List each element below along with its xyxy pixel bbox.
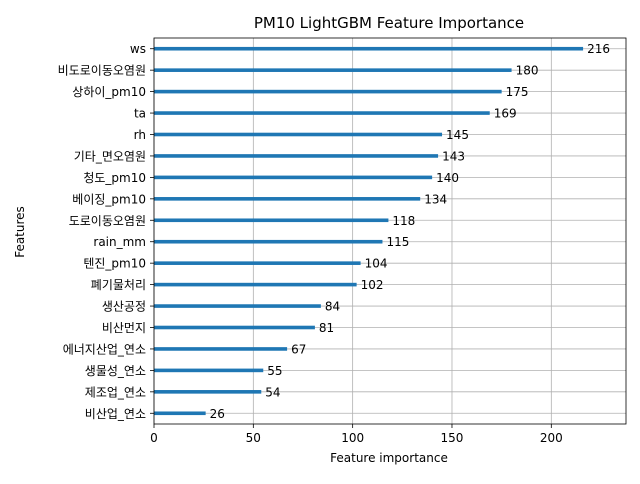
y-tick-label: 에너지산업_연소 — [63, 342, 146, 356]
value-label: 84 — [325, 300, 340, 314]
y-axis-label: Features — [13, 206, 27, 258]
bar — [154, 46, 584, 51]
value-label: 216 — [587, 42, 610, 56]
bar — [154, 304, 321, 308]
y-tick-label: 비산먼지 — [102, 321, 146, 335]
bar — [154, 154, 439, 158]
value-label: 143 — [442, 149, 465, 163]
bar — [154, 197, 421, 201]
x-tick-label: 150 — [441, 431, 464, 445]
y-tick-label: ta — [134, 107, 146, 121]
value-label: 169 — [494, 107, 517, 121]
value-label: 145 — [446, 128, 469, 142]
bar — [154, 89, 502, 94]
y-tick-label: 베이징_pm10 — [72, 192, 146, 206]
y-tick-label: 텐진_pm10 — [83, 257, 146, 271]
bar — [154, 68, 512, 72]
value-label: 55 — [267, 364, 282, 378]
bar — [154, 111, 490, 115]
value-label: 140 — [436, 171, 459, 185]
value-label: 115 — [386, 235, 409, 249]
x-tick-label: 0 — [150, 431, 158, 445]
y-tick-label: 도로이동오염원 — [69, 214, 146, 228]
value-label: 54 — [265, 385, 280, 399]
plot-frame — [153, 37, 627, 425]
bar — [154, 261, 361, 265]
y-tick-label: 비산업_연소 — [85, 407, 146, 421]
bar — [154, 411, 206, 416]
value-label: 104 — [365, 257, 388, 271]
y-tick-label: rain_mm — [93, 235, 146, 249]
y-tick-label: 비도로이동오염원 — [58, 64, 146, 78]
bar — [154, 325, 315, 330]
bar — [154, 347, 288, 351]
value-label: 102 — [361, 278, 384, 292]
value-label: 134 — [424, 192, 447, 206]
value-label: 81 — [319, 321, 334, 335]
bar — [154, 218, 389, 223]
plot-area: 216 ws 180 비도로이동오염원 175 상하이_pm10 169 ta 145 rh 143… — [58, 37, 627, 445]
value-label: 175 — [506, 85, 529, 99]
value-label: 26 — [210, 407, 225, 421]
y-tick-label: 폐기물처리 — [91, 278, 146, 292]
x-tick-label: 100 — [341, 431, 364, 445]
value-label: 180 — [516, 64, 539, 78]
bar — [154, 390, 262, 394]
value-label: 118 — [392, 214, 415, 228]
y-tick-label: 청도_pm10 — [83, 171, 146, 185]
x-axis-label: Feature importance — [330, 451, 448, 465]
y-tick-label: rh — [134, 128, 146, 142]
x-tick-label: 200 — [540, 431, 563, 445]
y-tick-label: 생산공정 — [102, 300, 146, 314]
bar — [154, 175, 433, 180]
value-label: 67 — [291, 342, 306, 356]
bar — [154, 368, 264, 373]
y-tick-label: 생물성_연소 — [85, 364, 146, 378]
chart-title: PM10 LightGBM Feature Importance — [254, 14, 524, 32]
y-tick-label: 상하이_pm10 — [72, 85, 146, 99]
bar — [154, 132, 443, 137]
bar — [154, 239, 383, 244]
x-tick-label: 50 — [246, 431, 261, 445]
y-tick-label: 제조업_연소 — [85, 385, 146, 399]
y-tick-label: ws — [130, 42, 146, 56]
bar — [154, 282, 357, 287]
y-tick-label: 기타_면오염원 — [74, 149, 146, 163]
